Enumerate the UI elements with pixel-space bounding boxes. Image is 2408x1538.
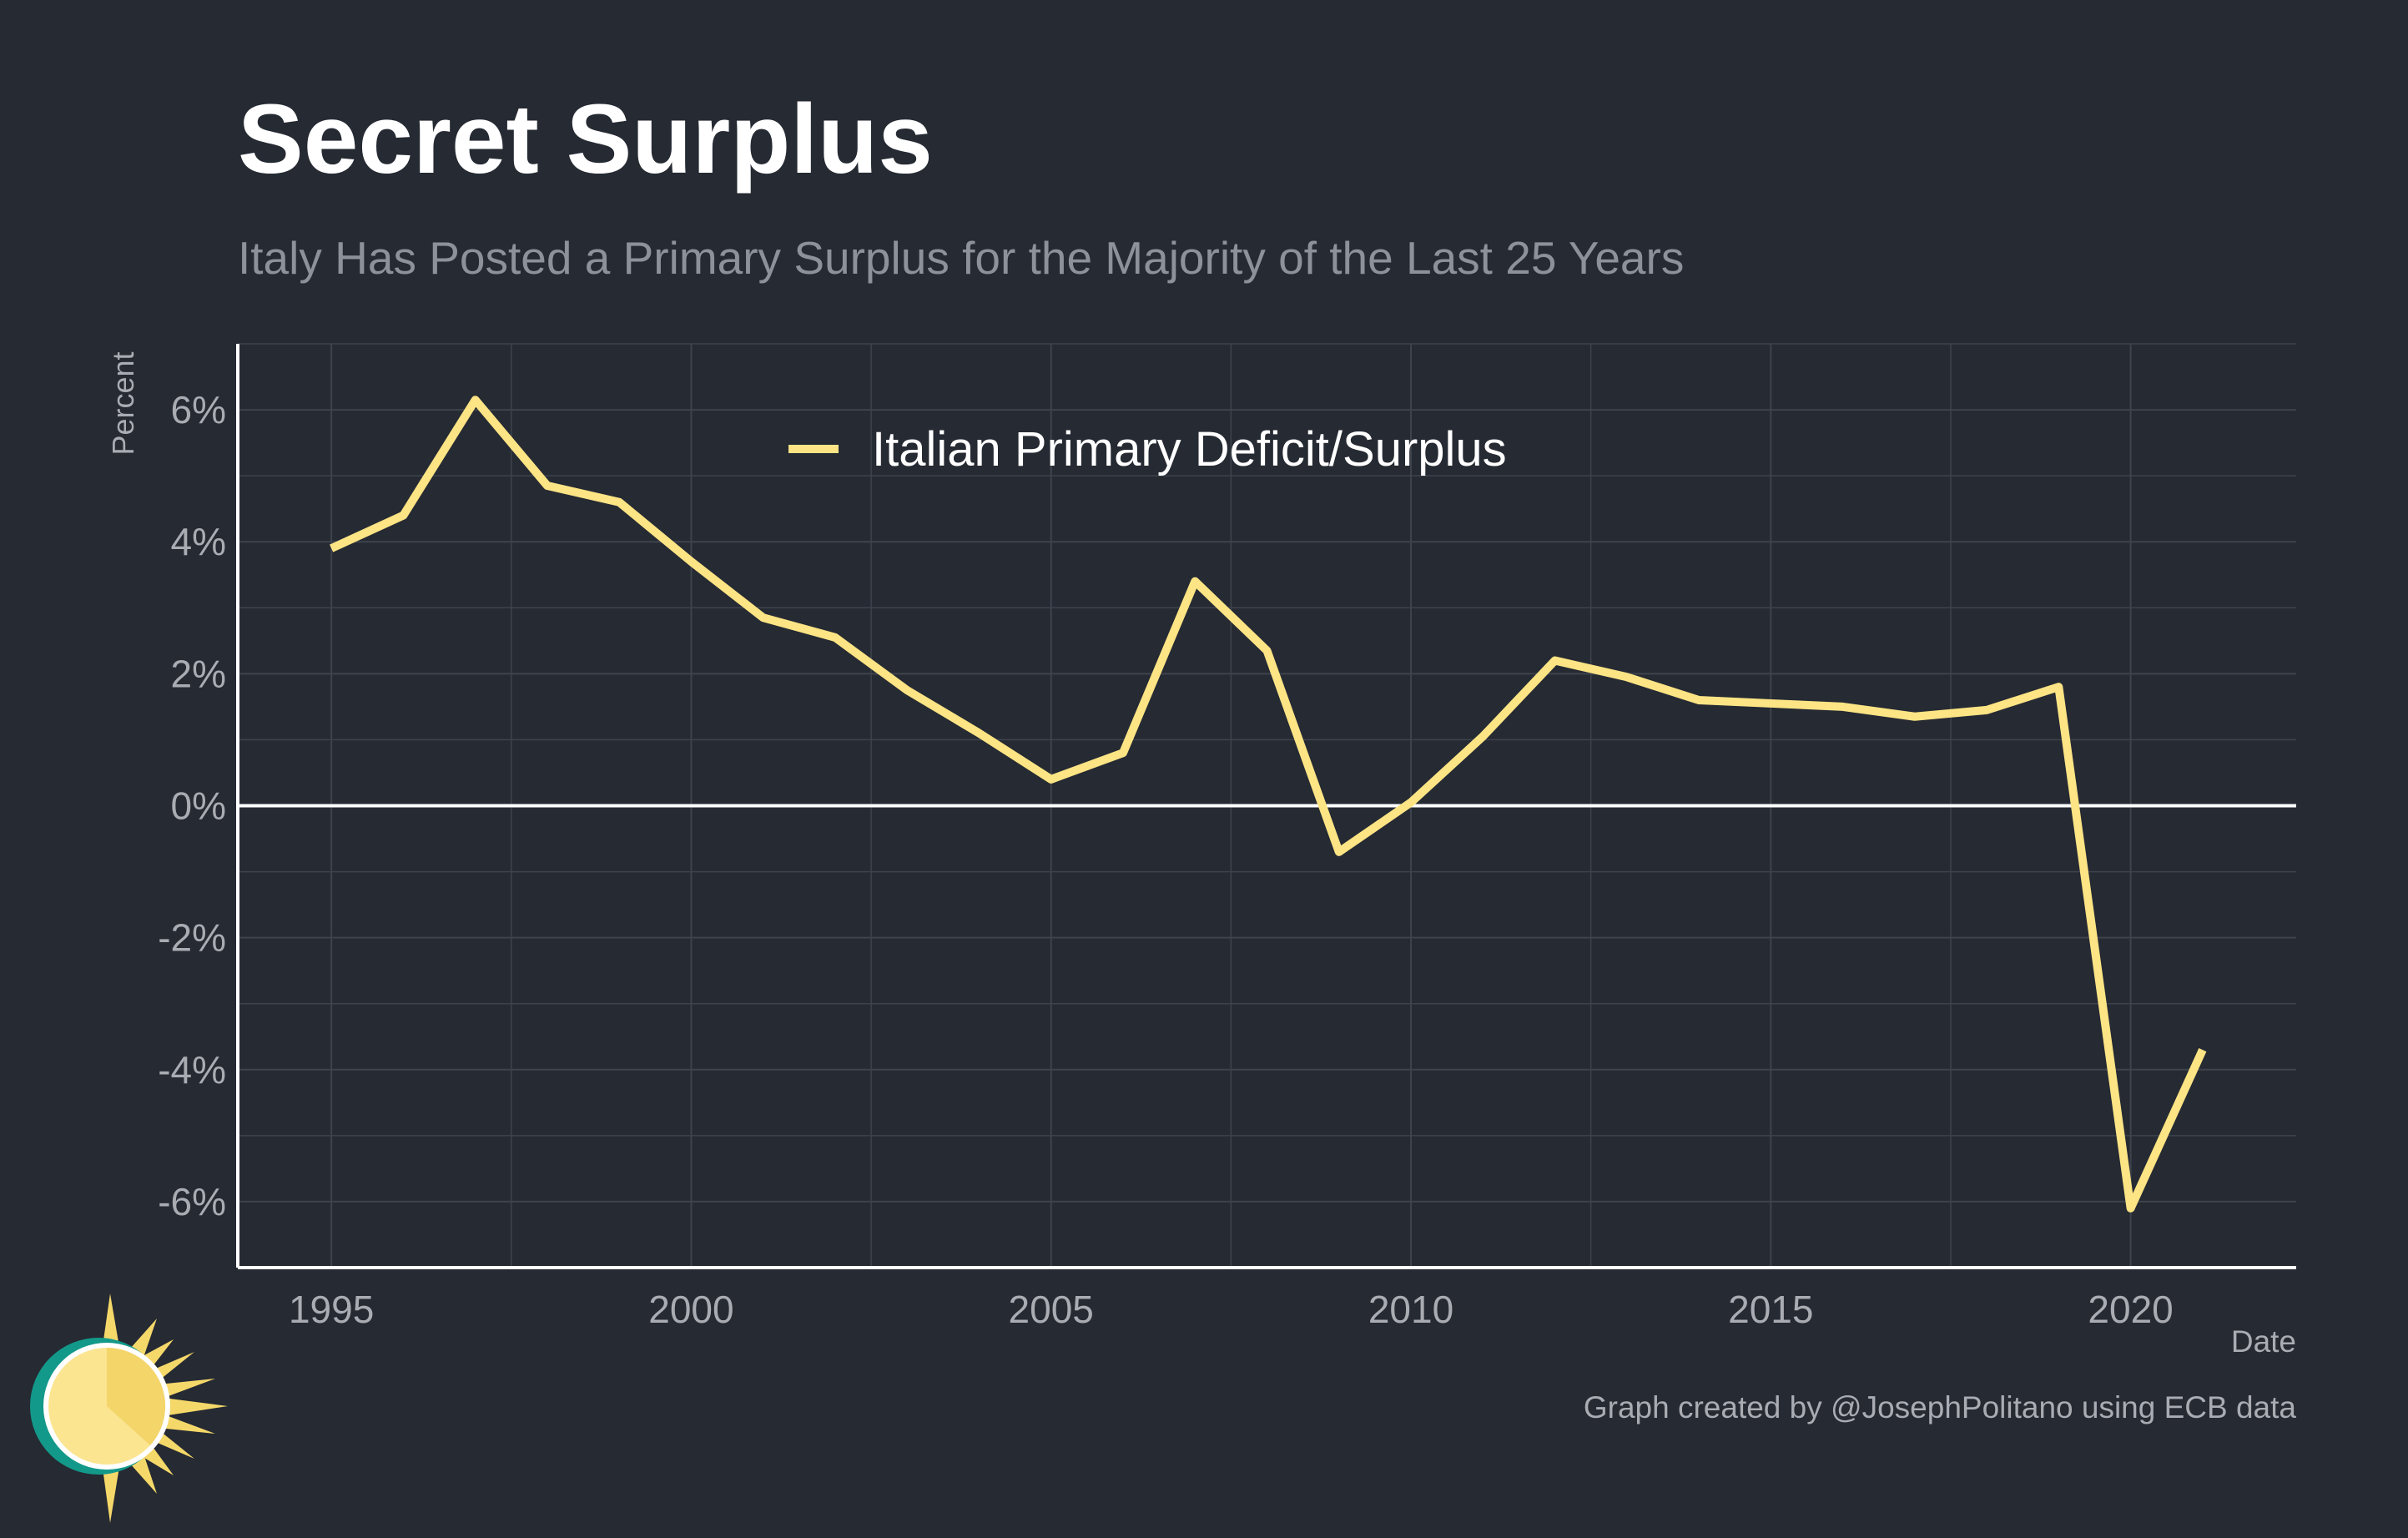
y-tick-label: -2% xyxy=(158,916,226,960)
x-tick-label: 2000 xyxy=(648,1288,733,1331)
x-tick-label: 2005 xyxy=(1009,1288,1094,1331)
x-tick-label: 1995 xyxy=(289,1288,374,1331)
chart-title: Secret Surplus xyxy=(238,84,933,194)
y-axis-title: Percent xyxy=(106,351,140,455)
axis-titles: Percent Date xyxy=(106,351,2296,1359)
tick-labels: -6% -4% -2% 0% 2% 4% 6% 1995 2000 2005 2010 2015 202… xyxy=(158,388,2174,1331)
chart-subtitle: Italy Has Posted a Primary Surplus for t… xyxy=(238,232,1685,284)
x-axis-title: Date xyxy=(2231,1324,2296,1359)
y-tick-label: -6% xyxy=(158,1180,226,1223)
y-tick-label: -4% xyxy=(158,1048,226,1092)
y-tick-label: 0% xyxy=(171,784,226,828)
legend-label: Italian Primary Deficit/Surplus xyxy=(872,422,1507,477)
y-tick-label: 4% xyxy=(171,520,226,563)
legend: Italian Primary Deficit/Surplus xyxy=(788,422,1507,477)
x-tick-label: 2015 xyxy=(1728,1288,1813,1331)
series-line xyxy=(330,396,2207,1213)
axes xyxy=(236,344,2296,1269)
source-caption: Graph created by @JosephPolitano using E… xyxy=(1583,1390,2296,1425)
series-lines xyxy=(330,396,2207,1213)
y-tick-label: 6% xyxy=(171,388,226,431)
y-tick-label: 2% xyxy=(171,652,226,695)
x-tick-label: 2020 xyxy=(2088,1288,2173,1331)
x-tick-label: 2010 xyxy=(1368,1288,1453,1331)
sun-logo-icon xyxy=(30,1293,228,1523)
